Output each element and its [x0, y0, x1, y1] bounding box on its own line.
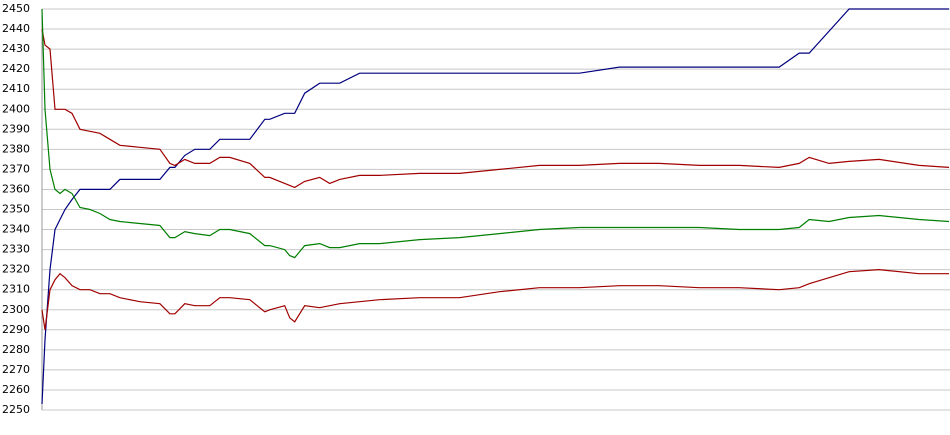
y-tick-label: 2360 — [2, 182, 30, 195]
y-tick-label: 2450 — [2, 2, 30, 15]
series-line — [41, 268, 949, 330]
y-tick-label: 2300 — [2, 303, 30, 316]
y-tick-label: 2280 — [2, 343, 30, 356]
series-line — [41, 8, 949, 405]
y-tick-label: 2400 — [2, 102, 30, 115]
y-tick-label: 2320 — [2, 263, 30, 276]
y-tick-label: 2370 — [2, 162, 30, 175]
y-tick-label: 2430 — [2, 42, 30, 55]
y-tick-label: 2420 — [2, 62, 30, 75]
series-line — [41, 8, 950, 259]
series-line — [41, 28, 950, 189]
y-tick-label: 2330 — [2, 243, 30, 256]
y-tick-label: 2410 — [2, 82, 30, 95]
y-tick-label: 2260 — [2, 383, 30, 396]
y-tick-label: 2310 — [2, 283, 30, 296]
y-tick-label: 2350 — [2, 203, 30, 216]
y-tick-label: 2440 — [2, 22, 30, 35]
y-tick-label: 2290 — [2, 323, 30, 336]
y-tick-label: 2270 — [2, 363, 30, 376]
y-tick-label: 2250 — [2, 403, 30, 416]
y-tick-label: 2380 — [2, 142, 30, 155]
y-tick-label: 2340 — [2, 223, 30, 236]
y-tick-label: 2390 — [2, 122, 30, 135]
